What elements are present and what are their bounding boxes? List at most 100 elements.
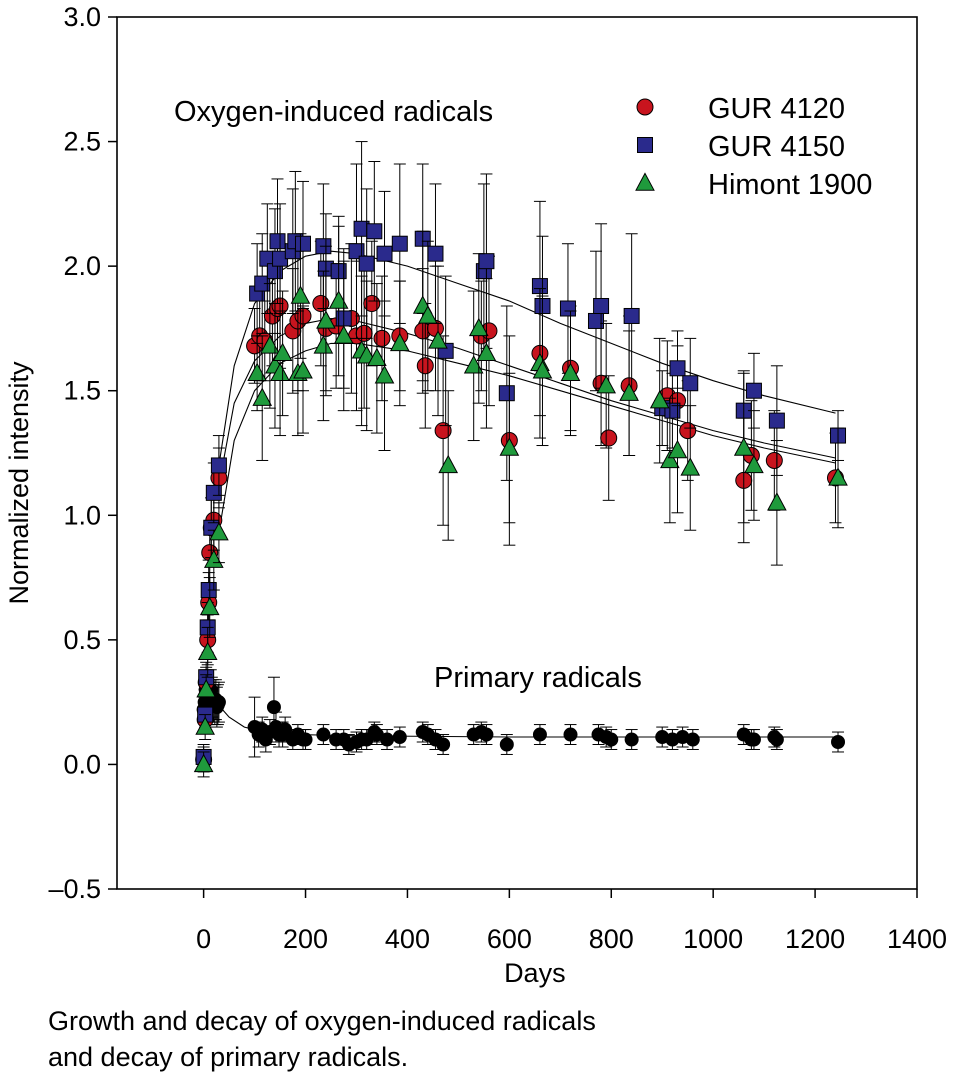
plot-frame: [116, 16, 918, 890]
x-tick-label: 0: [196, 924, 211, 954]
y-axis-label: Normalized intensity: [4, 361, 34, 605]
fit-curve: [218, 250, 836, 466]
annotation-primary-radicals: Primary radicals: [434, 662, 642, 694]
point-himont-1900: [290, 285, 311, 304]
point-himont-1900: [428, 330, 448, 349]
point-himont-1900: [596, 375, 617, 394]
point-gur-4150: [498, 385, 515, 402]
point-himont-1900: [272, 342, 293, 362]
legend-marker: [636, 98, 654, 116]
fit-curve: [218, 317, 836, 486]
point-himont-1900: [367, 347, 387, 367]
point-himont-1900: [203, 549, 224, 568]
point-primary-radicals: [532, 727, 547, 742]
legend-label: GUR 4150: [708, 131, 845, 163]
legend: GUR 4120 GUR 4150 Himont 1900: [635, 93, 872, 201]
point-himont-1900: [649, 390, 670, 409]
point-himont-1900: [197, 641, 218, 661]
point-himont-1900: [560, 362, 581, 381]
x-tick-label: 1200: [785, 924, 845, 954]
point-gur-4120: [363, 295, 381, 313]
point-himont-1900: [619, 382, 639, 401]
point-gur-4150: [358, 255, 375, 272]
point-gur-4150: [768, 412, 785, 429]
x-axis: 0 200 400 600 800 1000 1200 1400: [196, 889, 947, 954]
point-himont-1900: [828, 467, 848, 486]
y-tick-label: 1.0: [63, 500, 101, 530]
point-primary-radicals: [563, 727, 578, 742]
point-himont-1900: [438, 454, 459, 474]
point-gur-4150: [269, 233, 286, 250]
point-himont-1900: [733, 437, 754, 456]
point-gur-4120: [355, 324, 373, 342]
point-himont-1900: [468, 317, 489, 337]
x-tick-label: 200: [283, 924, 328, 954]
point-gur-4150: [593, 298, 610, 315]
point-himont-1900: [744, 454, 764, 474]
point-himont-1900: [270, 362, 290, 381]
point-gur-4150: [682, 375, 699, 392]
y-tick-label: 1.5: [63, 376, 101, 406]
caption-line-1: Growth and decay of oxygen-induced radic…: [48, 1006, 596, 1036]
x-tick-label: 800: [589, 924, 634, 954]
point-gur-4150: [427, 245, 444, 262]
point-himont-1900: [680, 457, 701, 476]
point-primary-radicals: [266, 700, 281, 715]
y-tick-label: 3.0: [63, 2, 101, 32]
point-himont-1900: [209, 522, 229, 541]
point-himont-1900: [417, 305, 438, 324]
point-primary-radicals: [298, 732, 313, 747]
y-tick-label: 0.5: [63, 625, 101, 655]
point-primary-radicals: [624, 732, 639, 747]
point-primary-radicals: [211, 695, 226, 710]
point-himont-1900: [195, 716, 215, 735]
point-primary-radicals: [685, 732, 700, 747]
point-himont-1900: [199, 596, 220, 616]
caption-line-2: and decay of primary radicals.: [48, 1042, 409, 1072]
x-tick-label: 1000: [683, 924, 743, 954]
legend-label: GUR 4120: [708, 93, 845, 125]
point-himont-1900: [532, 360, 553, 379]
point-gur-4150: [745, 382, 762, 399]
point-primary-radicals: [831, 735, 846, 750]
y-tick-label: 2.0: [63, 251, 101, 281]
point-gur-4120: [765, 451, 783, 469]
point-himont-1900: [196, 679, 217, 698]
y-axis: 3.0 2.5 2.0 1.5 1.0 0.5 0.0 –0.5: [48, 2, 117, 904]
y-tick-label: –0.5: [48, 874, 101, 904]
x-tick-label: 400: [385, 924, 430, 954]
point-gur-4150: [294, 235, 311, 252]
point-primary-radicals: [769, 732, 784, 747]
point-gur-4120: [434, 422, 452, 440]
legend-marker: [637, 137, 653, 153]
point-himont-1900: [193, 753, 214, 773]
point-gur-4150: [205, 484, 222, 501]
point-himont-1900: [252, 387, 273, 406]
point-gur-4120: [679, 422, 697, 440]
point-himont-1900: [476, 342, 497, 362]
point-primary-radicals: [436, 737, 451, 752]
point-himont-1900: [767, 492, 787, 511]
point-himont-1900: [293, 360, 313, 379]
point-himont-1900: [660, 449, 680, 469]
point-himont-1900: [389, 332, 410, 352]
point-gur-4150: [669, 360, 686, 377]
point-gur-4150: [623, 307, 640, 324]
point-gur-4150: [559, 300, 576, 317]
point-gur-4120: [416, 357, 434, 375]
x-tick-label: 600: [487, 924, 532, 954]
point-gur-4150: [478, 253, 495, 270]
data-points: [193, 141, 848, 778]
point-gur-4120: [373, 329, 391, 347]
point-himont-1900: [313, 335, 334, 354]
point-himont-1900: [499, 437, 520, 456]
point-gur-4150: [366, 223, 383, 240]
scatter-plot: 3.0 2.5 2.0 1.5 1.0 0.5 0.0 –0.5 0 200 400 600 800 1…: [4, 2, 947, 988]
point-gur-4150: [348, 243, 365, 260]
legend-label: Himont 1900: [708, 169, 872, 201]
point-gur-4120: [600, 429, 618, 447]
point-himont-1900: [333, 325, 354, 344]
point-gur-4150: [391, 235, 408, 252]
point-primary-radicals: [380, 732, 395, 747]
